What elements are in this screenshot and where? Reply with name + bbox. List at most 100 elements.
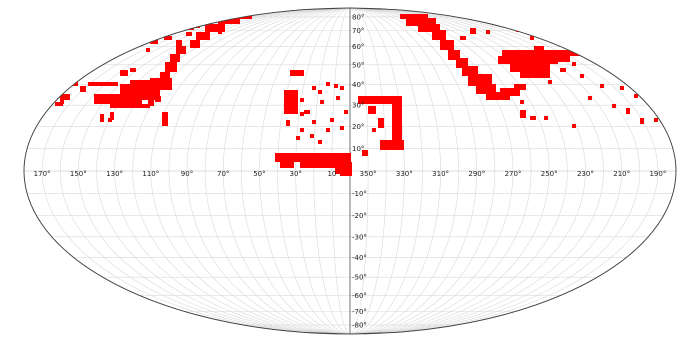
coverage-cell: [318, 162, 340, 168]
latitude-label: 50°: [352, 61, 364, 69]
coverage-cell: [100, 114, 104, 122]
coverage-cell: [312, 120, 316, 124]
coverage-cell: [300, 112, 304, 116]
coverage-cell: [588, 96, 592, 100]
coverage-cell: [432, 30, 446, 40]
coverage-cell: [418, 24, 440, 32]
coverage-cell: [155, 96, 161, 102]
coverage-cell: [548, 80, 552, 84]
coverage-cell: [406, 18, 436, 26]
coverage-cell: [520, 100, 524, 104]
coverage-cell: [312, 86, 316, 90]
coverage-cell: [55, 102, 63, 106]
coverage-cell: [392, 104, 402, 144]
coverage-cell: [318, 140, 322, 144]
coverage-cell: [530, 36, 534, 40]
meridian-line: [41, 7, 351, 335]
coverage-cell: [510, 60, 550, 72]
coverage-cell: [340, 126, 344, 130]
latitude-label: 80°: [352, 13, 364, 21]
coverage-cell: [560, 68, 566, 72]
longitude-label: 310°: [432, 170, 449, 178]
coverage-cell: [80, 86, 86, 92]
longitude-label: 210°: [613, 170, 630, 178]
meridian-line: [349, 7, 387, 335]
coverage-cell: [206, 30, 210, 34]
coverage-cell: [300, 98, 304, 102]
coverage-cell: [304, 110, 310, 114]
coverage-cell: [320, 100, 324, 104]
coverage-cell: [514, 84, 526, 90]
meridian-line: [222, 7, 351, 335]
coverage-cell: [165, 62, 177, 72]
meridian-line: [277, 7, 351, 335]
coverage-cell: [110, 104, 150, 108]
coverage-cell: [640, 118, 644, 124]
coverage-cell: [284, 90, 298, 114]
longitude-label: 330°: [396, 170, 413, 178]
meridian-line: [349, 7, 568, 335]
meridian-line: [78, 7, 351, 335]
coverage-cell: [612, 104, 616, 108]
coverage-cell: [486, 30, 490, 34]
longitude-label: 190°: [649, 170, 666, 178]
coverage-cell: [110, 112, 114, 120]
latitude-label: -40°: [352, 254, 367, 262]
coverage-cell: [160, 72, 170, 82]
meridian-line: [168, 7, 351, 335]
coverage-cell: [470, 28, 476, 34]
coverage-cell: [556, 56, 570, 62]
coverage-cell: [440, 40, 454, 50]
coverage-cell: [502, 50, 542, 58]
coverage-cell: [344, 110, 348, 114]
coverage-cell: [275, 153, 351, 162]
longitude-label: 270°: [505, 170, 522, 178]
meridian-line: [150, 7, 351, 335]
coverage-cell: [456, 58, 468, 68]
coverage-cell: [358, 96, 402, 104]
latitude-label: -70°: [352, 308, 367, 316]
coverage-cell: [380, 140, 404, 150]
coverage-cell: [88, 82, 118, 86]
coverage-cell: [150, 40, 158, 44]
coverage-cell: [190, 40, 200, 48]
meridian-line: [259, 7, 351, 335]
meridian-line: [331, 7, 351, 335]
latitude-label: 20°: [352, 123, 364, 131]
coverage-cell: [448, 50, 460, 60]
coverage-cell: [468, 74, 492, 86]
coverage-cell: [368, 106, 376, 114]
longitude-label: 350°: [360, 170, 377, 178]
coverage-cell: [196, 32, 210, 40]
latitude-label: -20°: [352, 212, 367, 220]
longitude-label: 70°: [217, 170, 229, 178]
coverage-cell: [580, 74, 584, 78]
coverage-cell: [544, 116, 548, 120]
longitude-label: 110°: [142, 170, 159, 178]
latitude-label: -30°: [352, 233, 367, 241]
coverage-cell: [310, 134, 314, 138]
coverage-cell: [120, 70, 128, 76]
latitude-label: 60°: [352, 43, 364, 51]
longitude-label: 10: [327, 170, 336, 178]
longitude-label: 90°: [181, 170, 193, 178]
latitude-label: 40°: [352, 81, 364, 89]
coverage-cell: [626, 108, 630, 114]
coverage-cell: [654, 118, 658, 122]
latitude-label: -80°: [352, 322, 367, 330]
coverage-cell: [176, 40, 182, 46]
longitude-label: 230°: [577, 170, 594, 178]
meridian-line: [295, 7, 351, 335]
latitude-label: 70°: [352, 27, 364, 35]
meridian-line: [349, 7, 478, 335]
meridian-line: [132, 7, 351, 335]
coverage-cell: [176, 46, 186, 54]
meridian-line: [349, 7, 586, 335]
coverage-cell: [486, 92, 510, 100]
coverage-cell: [148, 100, 154, 106]
coverage-cell: [326, 82, 330, 86]
meridian-line: [349, 7, 459, 335]
longitude-label: 50°: [253, 170, 265, 178]
coverage-cell: [335, 168, 347, 174]
